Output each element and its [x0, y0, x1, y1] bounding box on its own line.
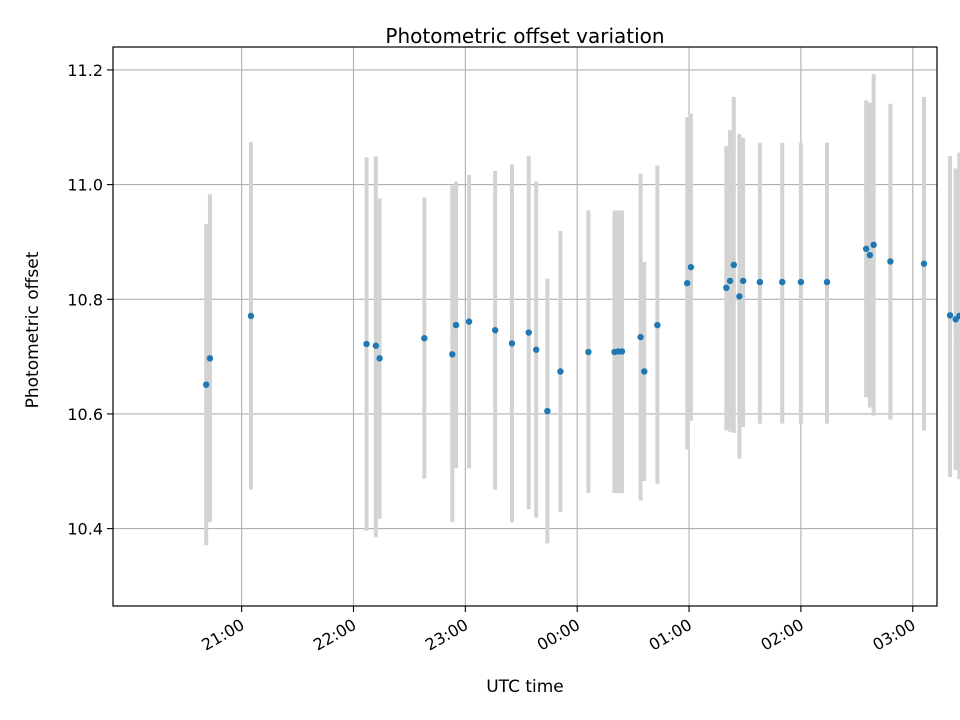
y-tick-label: 10.8: [67, 290, 103, 309]
data-point: [363, 340, 370, 348]
data-point: [557, 368, 564, 375]
y-axis-label: Photometric offset: [23, 251, 43, 408]
data-point: [641, 368, 648, 375]
data-point: [736, 293, 743, 300]
data-point: [525, 329, 532, 336]
plot-frame: [112, 46, 938, 607]
data-point: [491, 327, 499, 334]
data-points: [203, 241, 960, 415]
data-point: [739, 277, 747, 285]
data-point: [372, 342, 380, 349]
data-point: [797, 278, 805, 286]
y-tick-label: 11.2: [67, 61, 103, 80]
data-point: [203, 381, 210, 388]
data-point: [637, 333, 644, 341]
x-axis-label: UTC time: [486, 677, 564, 697]
y-tick-label: 11.0: [67, 176, 103, 195]
data-point: [206, 355, 214, 362]
data-point: [508, 340, 516, 347]
data-point: [449, 351, 456, 358]
data-point: [247, 312, 255, 320]
data-point: [683, 280, 691, 287]
data-point: [465, 318, 473, 325]
y-tick-label: 10.6: [67, 405, 103, 424]
data-point: [887, 258, 894, 265]
data-point: [452, 321, 460, 329]
data-point: [730, 261, 737, 269]
data-point: [862, 245, 870, 253]
data-point: [866, 251, 874, 259]
data-point: [956, 312, 960, 320]
y-axis: 10.4 10.6 10.8 11.0 11.2: [67, 61, 113, 539]
data-point: [532, 346, 540, 353]
chart-title: Photometric offset variation: [385, 24, 664, 48]
data-point: [618, 348, 626, 355]
data-point: [756, 278, 764, 286]
data-point: [421, 335, 428, 342]
data-point: [946, 312, 954, 319]
data-point: [376, 355, 383, 362]
data-point: [726, 277, 734, 285]
data-point: [687, 263, 695, 271]
data-point: [870, 241, 877, 248]
y-tick-label: 10.4: [67, 520, 103, 539]
data-point: [823, 278, 831, 286]
data-point: [779, 278, 786, 286]
data-point: [723, 284, 730, 291]
data-point: [585, 348, 592, 356]
data-point: [920, 260, 928, 267]
data-point: [654, 321, 661, 329]
data-point: [544, 407, 551, 415]
